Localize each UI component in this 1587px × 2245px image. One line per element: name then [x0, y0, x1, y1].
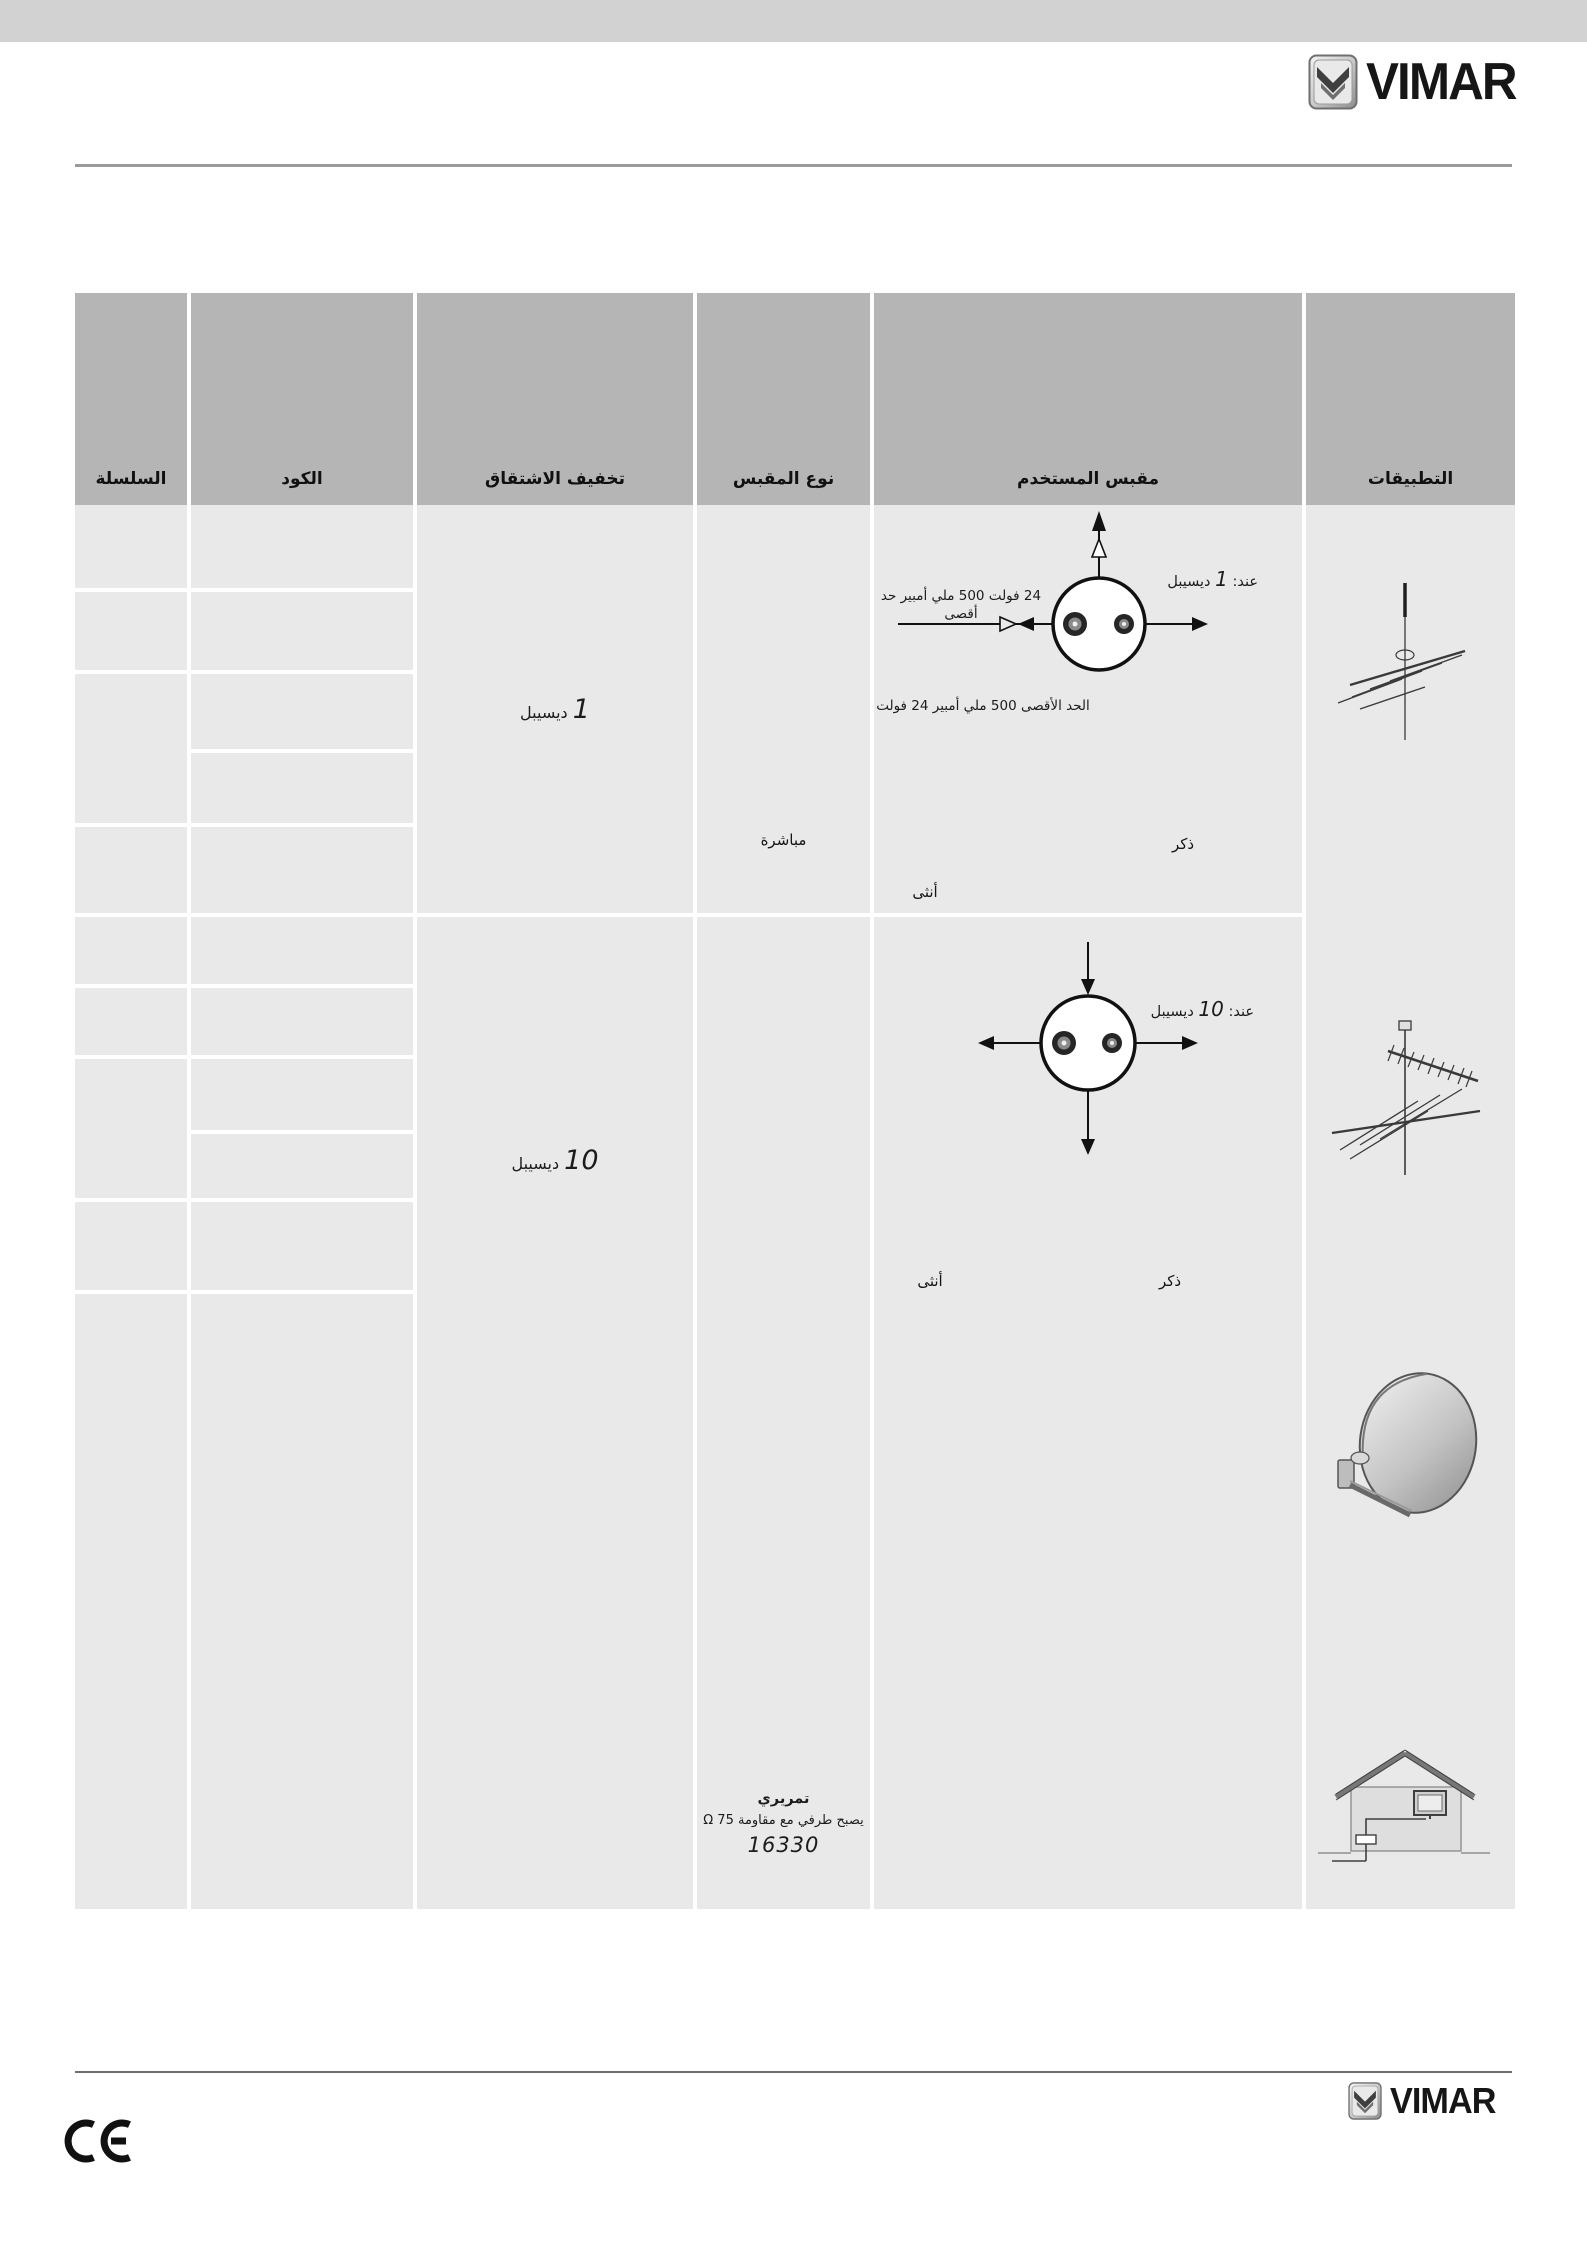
male-label: ذكر	[1158, 1272, 1182, 1290]
tap-cell-1db: 1 ديسيبل	[417, 505, 693, 913]
diagram-label-value: 10	[1198, 997, 1224, 1021]
col-header-code: الكود	[191, 293, 413, 505]
note-code-16330: 16330	[747, 1833, 820, 1858]
series-cell	[75, 827, 187, 913]
ce-mark-icon	[60, 2116, 138, 2166]
series-cell	[75, 1294, 187, 1909]
user-socket-cell-10db: عند: 10 ديسيبل أنثى ذكر	[874, 917, 1302, 1909]
top-gray-bar	[0, 0, 1587, 42]
vimar-wordmark: VIMAR	[1366, 53, 1518, 111]
code-cell	[191, 1294, 413, 1909]
tap-unit: ديسيبل	[511, 1154, 560, 1173]
col-header-user-socket: مقبس المستخدم	[874, 293, 1302, 505]
socket-diagram-10db	[978, 942, 1198, 1155]
vimar-emblem-icon	[1348, 2081, 1382, 2121]
code-cell	[191, 1202, 413, 1290]
socket-diagram-1db	[898, 511, 1208, 672]
footer-divider	[75, 2071, 1512, 2073]
code-cell	[191, 1134, 413, 1198]
diagram-label-10db: عند: 10 ديسيبل	[1130, 997, 1254, 1021]
diagram-label-unit: ديسيبل	[1150, 1004, 1194, 1020]
series-cell	[75, 1059, 187, 1198]
series-cell	[75, 917, 187, 984]
tap-number: 10	[564, 1145, 599, 1176]
whip-yagi-antenna-icon	[1337, 583, 1466, 740]
male-label: ذكر	[1171, 835, 1195, 853]
series-cell	[75, 674, 187, 823]
series-cell	[75, 988, 187, 1055]
uhf-vhf-antenna-icon	[1331, 1020, 1481, 1175]
note-terminated: يصبح طرفي مع مقاومة Ω 75	[703, 1812, 864, 1828]
socket-type-cell-direct: مباشرة	[697, 505, 870, 913]
diagram-label-prefix: عند:	[1232, 574, 1258, 590]
code-cell	[191, 753, 413, 823]
diagram-label-unit: ديسيبل	[1167, 574, 1211, 590]
socket-type-cell-passthrough: تمريري يصبح طرفي مع مقاومة Ω 75 16330	[697, 917, 870, 1909]
code-cell	[191, 988, 413, 1055]
vimar-logo-bottom: VIMAR	[1348, 2080, 1501, 2122]
col-header-socket-type: نوع المقبس	[697, 293, 870, 505]
tap-value-1db: 1 ديسيبل	[520, 694, 590, 725]
col-header-applications: التطبيقات	[1306, 293, 1515, 505]
col-header-tap: تخفيف الاشتقاق	[417, 293, 693, 505]
series-cell	[75, 592, 187, 670]
user-socket-cell-1db: عند: 1 ديسيبل 24 فولت 500 ملي أمبير حد أ…	[874, 505, 1302, 913]
tap-number: 1	[572, 693, 590, 725]
code-cell	[191, 917, 413, 984]
diagram-label-prefix: عند:	[1228, 1004, 1254, 1020]
code-cell	[191, 827, 413, 913]
series-cell	[75, 1202, 187, 1290]
diagram-note-left: 24 فولت 500 ملي أمبير حد أقصى	[880, 588, 1042, 623]
vimar-emblem-icon	[1308, 54, 1358, 110]
house-tv-installation-icon	[1318, 1749, 1490, 1862]
female-label: أنثى	[917, 1272, 943, 1290]
socket-type-direct-label: مباشرة	[760, 831, 807, 849]
female-label: أنثى	[912, 883, 938, 901]
tap-value-10db: 10 ديسيبل	[417, 1145, 693, 1176]
header-divider	[75, 164, 1512, 167]
diagram-label-value: 1	[1215, 567, 1228, 591]
diagram-label-1db: عند: 1 ديسيبل	[1142, 567, 1258, 591]
code-cell	[191, 592, 413, 670]
vimar-logo-top: VIMAR	[1308, 52, 1524, 112]
col-header-series: السلسلة	[75, 293, 187, 505]
code-cell	[191, 1059, 413, 1130]
socket-type-note: تمريري يصبح طرفي مع مقاومة Ω 75 16330	[697, 1789, 870, 1862]
note-passthrough: تمريري	[757, 1791, 810, 1807]
satellite-dish-icon	[1337, 1372, 1478, 1518]
tap-cell-10db: 10 ديسيبل	[417, 917, 693, 1909]
applications-cell	[1306, 505, 1515, 1909]
code-cell	[191, 674, 413, 749]
vimar-wordmark: VIMAR	[1390, 2080, 1496, 2121]
series-cell	[75, 505, 187, 588]
tap-unit: ديسيبل	[520, 702, 568, 722]
diagram-note-bottom: الحد الأقصى 500 ملي أمبير 24 فولت	[876, 698, 1090, 714]
code-cell	[191, 505, 413, 588]
